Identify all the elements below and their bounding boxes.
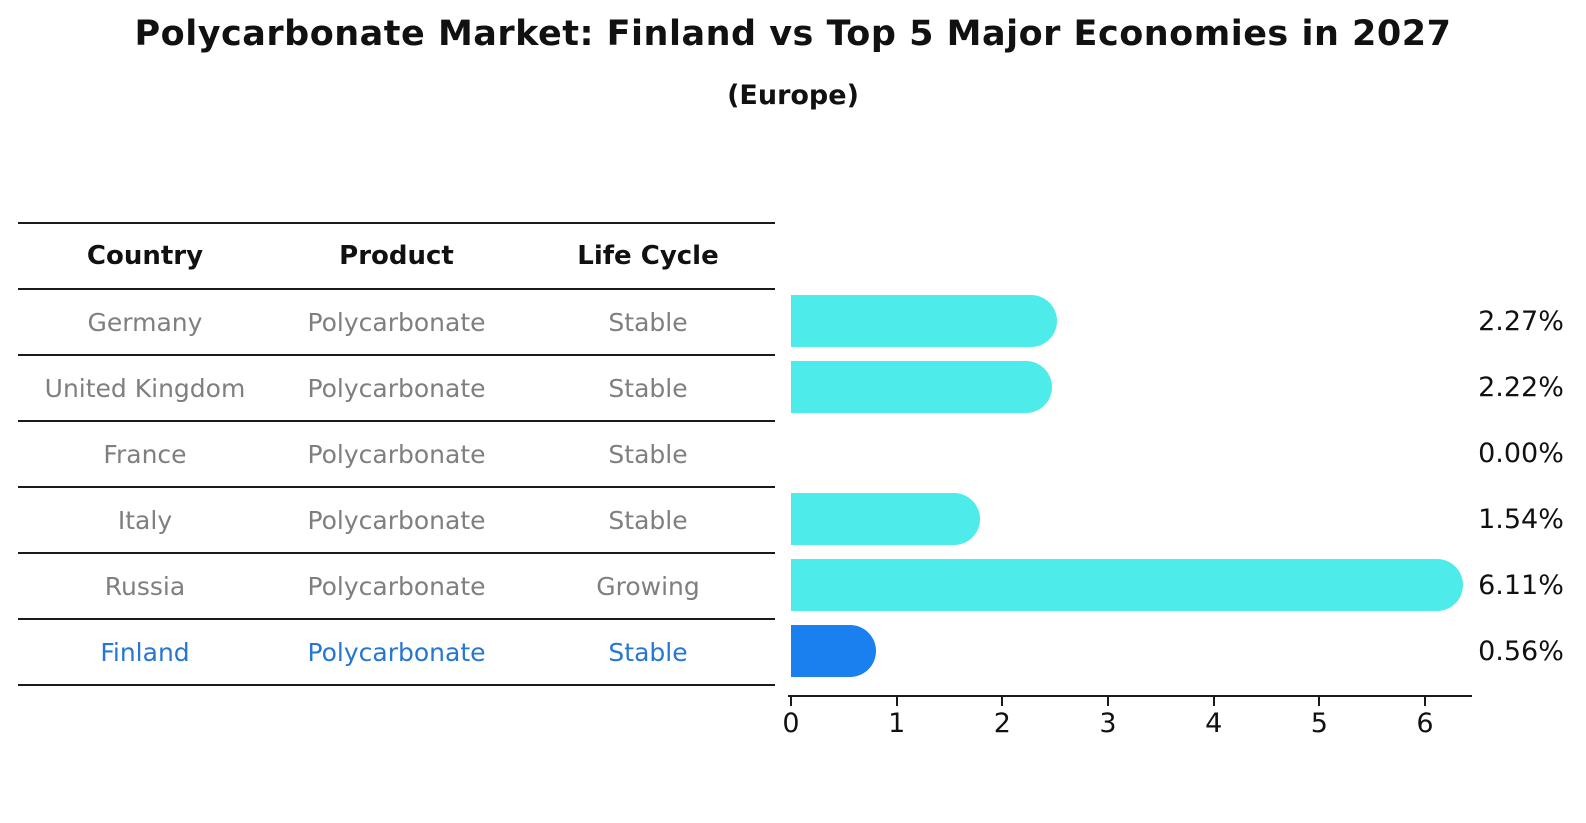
table-row-finland: Finland Polycarbonate Stable <box>18 620 775 686</box>
bar-united-kingdom <box>791 361 1052 413</box>
life-cycle-cell: Growing <box>596 571 700 601</box>
table-row-russia: Russia Polycarbonate Growing <box>18 554 775 620</box>
table-row-italy: Italy Polycarbonate Stable <box>18 488 775 554</box>
chart-subtitle: (Europe) <box>727 80 859 111</box>
x-tick-label: 4 <box>1205 708 1223 739</box>
x-axis-tick <box>1001 697 1004 706</box>
x-tick-label: 1 <box>888 708 906 739</box>
column-header-product: Product <box>339 241 454 271</box>
life-cycle-cell: Stable <box>608 505 688 535</box>
bar-russia <box>791 559 1463 611</box>
country-cell: United Kingdom <box>44 373 246 403</box>
column-header-country: Country <box>86 241 204 271</box>
country-cell: Italy <box>117 505 173 535</box>
value-label-germany: 2.27% <box>1478 305 1564 337</box>
table-row-united-kingdom: United Kingdom Polycarbonate Stable <box>18 356 775 422</box>
x-tick-label: 2 <box>993 708 1011 739</box>
x-tick-label: 5 <box>1310 708 1328 739</box>
x-tick-label: 0 <box>782 708 800 739</box>
chart-title: Polycarbonate Market: Finland vs Top 5 M… <box>134 14 1452 54</box>
life-cycle-cell: Stable <box>608 307 688 337</box>
x-axis-tick <box>1212 697 1215 706</box>
country-cell: Germany <box>87 307 203 337</box>
product-cell: Polycarbonate <box>307 505 486 535</box>
x-axis-tick <box>1424 697 1427 706</box>
value-label-united-kingdom: 2.22% <box>1478 371 1564 403</box>
country-table: Country Product Life Cycle Germany Polyc… <box>18 222 775 686</box>
life-cycle-cell: Stable <box>608 637 688 667</box>
product-cell: Polycarbonate <box>307 439 486 469</box>
bar-finland <box>791 625 877 677</box>
x-axis-tick <box>790 697 792 706</box>
column-header-life-cycle: Life Cycle <box>577 241 719 271</box>
table-header-row: Country Product Life Cycle <box>18 224 775 290</box>
value-label-finland: 0.56% <box>1478 635 1564 667</box>
x-axis-tick <box>1107 697 1109 706</box>
life-cycle-cell: Stable <box>608 373 688 403</box>
x-axis-tick <box>1318 697 1321 706</box>
value-label-russia: 6.11% <box>1478 569 1564 601</box>
bar-germany <box>791 295 1057 347</box>
x-axis-line <box>788 695 1472 697</box>
bar-italy <box>791 493 980 545</box>
product-cell: Polycarbonate <box>307 637 486 667</box>
table-row-france: France Polycarbonate Stable <box>18 422 775 488</box>
value-label-france: 0.00% <box>1478 437 1564 469</box>
table-row-germany: Germany Polycarbonate Stable <box>18 290 775 356</box>
country-cell: Russia <box>104 571 186 601</box>
country-cell: Finland <box>100 637 190 667</box>
product-cell: Polycarbonate <box>307 571 486 601</box>
country-cell: France <box>103 439 187 469</box>
x-axis-tick <box>895 697 898 706</box>
life-cycle-cell: Stable <box>608 439 688 469</box>
product-cell: Polycarbonate <box>307 307 486 337</box>
value-label-italy: 1.54% <box>1478 503 1564 535</box>
product-cell: Polycarbonate <box>307 373 486 403</box>
x-tick-label: 6 <box>1416 708 1434 739</box>
x-tick-label: 3 <box>1099 708 1117 739</box>
